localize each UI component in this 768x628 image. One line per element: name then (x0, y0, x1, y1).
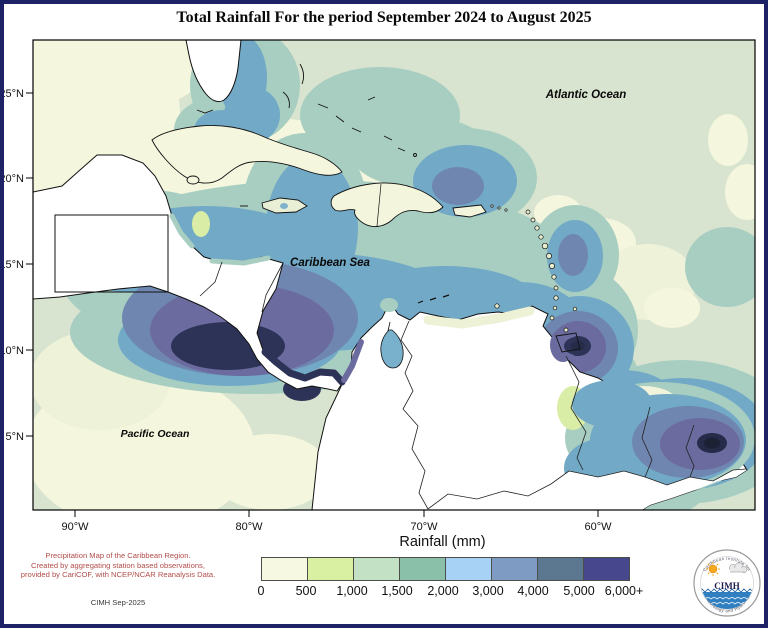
x-tick-90w: 90°W (61, 521, 89, 533)
legend-swatch (261, 557, 308, 581)
label-caribbean-sea: Caribbean Sea (290, 257, 370, 269)
axis-ticks (26, 92, 599, 517)
land-brazil-mask (430, 470, 747, 510)
legend-tick-label: 500 (295, 584, 317, 598)
sun-icon (706, 562, 720, 576)
island-puerto-rico (452, 204, 487, 218)
y-tick-25n: 25°N (0, 88, 24, 100)
coastal-fringes (169, 213, 535, 386)
belize-yellow-patch (192, 211, 210, 237)
label-atlantic-ocean: Atlantic Ocean (545, 89, 627, 101)
x-tick-60w: 60°W (584, 521, 612, 533)
guajira-patch (380, 298, 398, 312)
page-title: Total Rainfall For the period September … (176, 9, 592, 26)
islands-abc (417, 294, 450, 304)
legend-tick-label: 3,000 (472, 584, 504, 598)
credits-line: Precipitation Map of the Caribbean Regio… (45, 551, 191, 560)
inset-rectangle (54, 214, 169, 293)
legend-colorbar (261, 557, 630, 581)
legend-tick-label: 2,000 (427, 584, 459, 598)
islands-bahamas (282, 63, 417, 157)
y-tick-5n: 5°N (6, 431, 25, 443)
islands (151, 63, 581, 369)
legend-swatch (537, 557, 584, 581)
legend-swatch (491, 557, 538, 581)
island-cuba (151, 125, 343, 184)
legend-tick-label: 1,000 (336, 584, 368, 598)
cloud-icon (729, 562, 748, 573)
legend-tick-label: 5,000 (563, 584, 595, 598)
x-tick-70w: 70°W (410, 521, 438, 533)
y-tick-15n: 15°N (0, 259, 24, 271)
legend-swatch (445, 557, 492, 581)
land-florida (185, 40, 242, 103)
x-tick-80w: 80°W (235, 521, 263, 533)
y-tick-10n: 10°N (0, 345, 24, 357)
legend-title: Rainfall (mm) (399, 534, 486, 550)
legend-swatch (583, 557, 630, 581)
florida-keys (196, 109, 214, 114)
legend-tick-label: 4,000 (517, 584, 549, 598)
label-pacific-ocean: Pacific Ocean (121, 428, 190, 440)
y-tick-20n: 20°N (0, 173, 24, 185)
islands-lesser-antilles (490, 204, 578, 333)
logo-acronym: CIMH (714, 581, 740, 591)
credits-text: Precipitation Map of the Caribbean Regio… (10, 551, 226, 580)
credits-line: Created by aggregating station based obs… (31, 560, 205, 570)
island-hispaniola (330, 182, 444, 227)
legend-swatch (399, 557, 446, 581)
plot-frame (32, 39, 756, 511)
credits-line: provided by CariCOF, with NCEP/NCAR Rean… (20, 570, 216, 580)
credits-stamp: CIMH Sep-2025 (90, 598, 146, 607)
legend-swatch (307, 557, 354, 581)
guianas-contours (550, 328, 755, 498)
island-trinidad (555, 332, 581, 353)
contour-field: Atlantic Ocean Caribbean Sea Pacific Oce… (33, 40, 755, 510)
legend-tick-label: 6,000+ (604, 584, 644, 598)
island-isla-juventud (186, 175, 200, 185)
legend-swatch (353, 557, 400, 581)
country-borders (54, 214, 747, 510)
legend-tick-label: 0 (257, 584, 265, 598)
legend-tick-label: 1,500 (381, 584, 413, 598)
lake-maracaibo (380, 329, 404, 369)
